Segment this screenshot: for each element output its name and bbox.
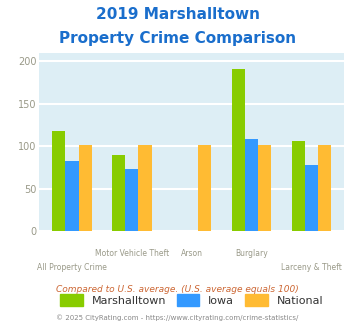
Bar xyxy=(232,69,245,231)
Text: Larceny & Theft: Larceny & Theft xyxy=(281,263,342,272)
Bar xyxy=(292,141,305,231)
Text: Compared to U.S. average. (U.S. average equals 100): Compared to U.S. average. (U.S. average … xyxy=(56,285,299,294)
Bar xyxy=(138,145,152,231)
Bar xyxy=(125,169,138,231)
Legend: Marshalltown, Iowa, National: Marshalltown, Iowa, National xyxy=(56,290,327,310)
Bar xyxy=(78,145,92,231)
Text: All Property Crime: All Property Crime xyxy=(37,263,107,272)
Bar xyxy=(305,165,318,231)
Text: 2019 Marshalltown: 2019 Marshalltown xyxy=(95,7,260,21)
Bar xyxy=(198,145,212,231)
Bar xyxy=(258,145,271,231)
Bar xyxy=(52,131,65,231)
Text: Property Crime Comparison: Property Crime Comparison xyxy=(59,31,296,46)
Bar xyxy=(65,161,78,231)
Text: Motor Vehicle Theft: Motor Vehicle Theft xyxy=(95,249,169,258)
Bar xyxy=(318,145,331,231)
Bar xyxy=(112,155,125,231)
Text: © 2025 CityRating.com - https://www.cityrating.com/crime-statistics/: © 2025 CityRating.com - https://www.city… xyxy=(56,314,299,321)
Text: Burglary: Burglary xyxy=(235,249,268,258)
Text: Arson: Arson xyxy=(181,249,203,258)
Bar xyxy=(245,139,258,231)
